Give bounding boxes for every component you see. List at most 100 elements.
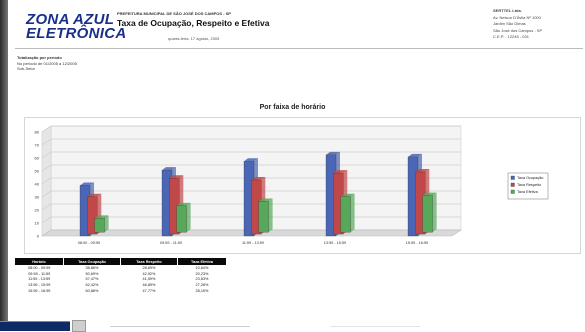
legend-swatch bbox=[510, 182, 515, 187]
table-cell: 57,47% bbox=[85, 277, 99, 282]
x-tick-label: 11:59 - 13:59 bbox=[242, 241, 264, 245]
table-cell: 09:59 - 11:59 bbox=[28, 271, 51, 276]
legend-label: Taxa Efetiva bbox=[517, 190, 539, 194]
y-tick-label: 10 bbox=[35, 221, 40, 226]
legend-label: Taxa Respeito bbox=[517, 183, 541, 187]
bar bbox=[258, 201, 269, 233]
bar-top bbox=[422, 192, 437, 196]
bar-top bbox=[340, 193, 355, 197]
bar-top bbox=[258, 198, 273, 202]
bar-top bbox=[333, 170, 348, 174]
table-cell: 38,86% bbox=[85, 265, 99, 270]
address-line: Jardim São Dimas bbox=[493, 21, 526, 27]
y-tick-label: 30 bbox=[35, 195, 40, 200]
bar-top bbox=[80, 182, 94, 186]
header-divider bbox=[15, 48, 583, 49]
bar-side bbox=[186, 202, 191, 233]
bar-top bbox=[176, 202, 191, 206]
bar-top bbox=[244, 158, 258, 162]
col-header-efetiva: Taxa Efetiva bbox=[177, 258, 227, 265]
taskbar-start-button[interactable] bbox=[0, 321, 70, 331]
legend-swatch bbox=[510, 175, 515, 180]
table-row: 15:59 - 16:59 60,86% 47,77% 28,15% bbox=[15, 288, 227, 294]
gridline bbox=[41, 229, 461, 237]
table-cell: 28,15% bbox=[195, 289, 209, 294]
gridline bbox=[41, 138, 461, 146]
address-line: C.E.P. - 12245 - 031 bbox=[493, 34, 529, 40]
filter-scope: Sub-Setor bbox=[17, 66, 36, 71]
col-header-horario: Horário bbox=[15, 258, 64, 265]
bar-top bbox=[408, 153, 422, 157]
table-cell: 60,86% bbox=[85, 289, 99, 294]
table-cell: 46,89% bbox=[142, 283, 156, 288]
y-tick-label: 60 bbox=[35, 156, 40, 161]
divider bbox=[110, 326, 250, 327]
table-cell: 11:59 - 13:59 bbox=[28, 277, 51, 282]
gridline bbox=[41, 125, 461, 133]
gridline bbox=[41, 151, 461, 159]
gridline bbox=[41, 203, 461, 211]
filter-period: No período de 01/2005 a 12/2005 bbox=[17, 60, 77, 66]
table-cell: 27,26% bbox=[195, 283, 209, 288]
logo-line-2: ELETRÔNICA bbox=[26, 25, 127, 42]
address-line: São José dos Campos - SP bbox=[493, 27, 543, 33]
address-line: Av. Nelson D'Ávila Nº 1000 bbox=[493, 14, 541, 20]
table-row: 08:00 - 09:59 38,86% 28,69% 10,64% bbox=[15, 265, 227, 271]
bar bbox=[176, 205, 187, 233]
bar-side bbox=[350, 193, 355, 233]
y-tick-label: 40 bbox=[35, 182, 40, 187]
report-title: Taxa de Ocupação, Respeito e Efetiva bbox=[117, 18, 270, 28]
table-cell: 23,63% bbox=[195, 277, 209, 282]
gridline bbox=[41, 177, 461, 185]
table-cell: 08:00 - 09:59 bbox=[28, 265, 51, 270]
col-header-respeito: Taxa Respeito bbox=[120, 258, 178, 265]
bar-top bbox=[415, 168, 430, 172]
bar bbox=[422, 195, 433, 233]
table-cell: 10,64% bbox=[195, 265, 209, 270]
x-tick-label: 08:00 - 09:59 bbox=[78, 241, 100, 245]
legend-box bbox=[507, 172, 549, 200]
table-cell: 20,23% bbox=[195, 271, 209, 276]
x-tick-label: 15:59 - 16:59 bbox=[406, 241, 428, 245]
table-row: 09:59 - 11:59 50,69% 42,92% 20,23% bbox=[15, 271, 227, 277]
table-cell: 47,77% bbox=[142, 289, 156, 294]
window-left-edge bbox=[0, 0, 8, 330]
bar-top bbox=[251, 177, 266, 181]
filter-title: Totalização por período bbox=[17, 55, 62, 60]
table-header-row: Horário Taxa Ocupação Taxa Respeito Taxa… bbox=[15, 258, 227, 265]
company-address: SERTTEL Ltda. Av. Nelson D'Ávila Nº 1000… bbox=[493, 8, 583, 41]
chart-frame bbox=[24, 117, 581, 254]
bar-side bbox=[268, 198, 273, 233]
gridline bbox=[41, 216, 461, 224]
bar bbox=[94, 218, 105, 233]
gridline bbox=[41, 190, 461, 198]
bar-top bbox=[94, 215, 109, 219]
table-cell: 62,42% bbox=[85, 283, 99, 288]
divider bbox=[330, 326, 420, 327]
logo-line-1: ZONA AZUL bbox=[26, 11, 115, 28]
x-tick-label: 13:59 - 15:59 bbox=[324, 241, 346, 245]
data-table: Horário Taxa Ocupação Taxa Respeito Taxa… bbox=[15, 258, 227, 294]
table-cell: 15:59 - 16:59 bbox=[28, 289, 51, 294]
legend-swatch bbox=[510, 189, 515, 194]
bar-top bbox=[169, 175, 184, 179]
bar-top bbox=[326, 151, 340, 155]
bar-side bbox=[432, 192, 437, 233]
y-tick-label: 70 bbox=[35, 143, 40, 148]
table-cell: 41,59% bbox=[142, 277, 156, 282]
gridline bbox=[41, 164, 461, 172]
table-cell: 28,69% bbox=[142, 265, 156, 270]
bar bbox=[87, 196, 98, 235]
agency-name: PREFEITURA MUNICIPAL DE SÃO JOSÉ DOS CAM… bbox=[117, 11, 231, 16]
bar-side bbox=[104, 215, 109, 233]
y-tick-label: 0 bbox=[37, 234, 40, 239]
report-filters: Totalização por período No período de 01… bbox=[17, 55, 77, 72]
report-date: quarta-feira, 17 agosto, 2005 bbox=[168, 36, 220, 41]
bar-top bbox=[162, 167, 176, 171]
y-tick-label: 20 bbox=[35, 208, 40, 213]
chart-title: Por faixa de horário bbox=[259, 104, 326, 111]
table-row: 11:59 - 13:59 57,47% 41,59% 23,63% bbox=[15, 277, 227, 283]
taskbar-item[interactable] bbox=[72, 320, 86, 332]
table-cell: 13:59 - 15:59 bbox=[28, 283, 51, 288]
